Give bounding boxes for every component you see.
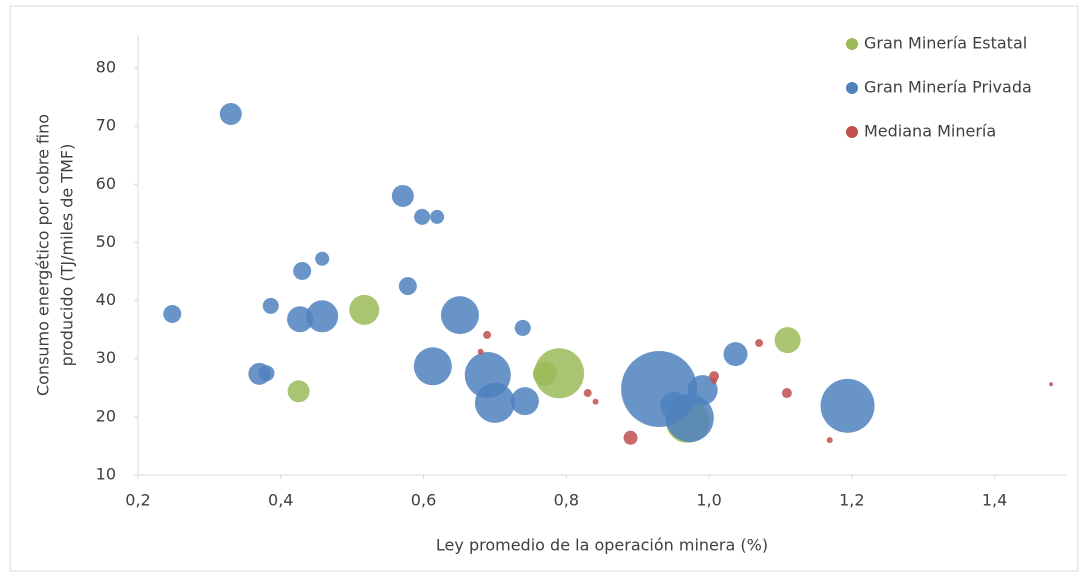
legend-marker bbox=[846, 82, 858, 94]
bubble bbox=[723, 342, 748, 367]
bubble bbox=[315, 251, 330, 266]
bubble bbox=[306, 300, 339, 333]
bubble bbox=[820, 378, 875, 433]
bubble bbox=[583, 389, 592, 398]
bubble bbox=[262, 297, 279, 314]
y-tick-label: 80 bbox=[96, 58, 116, 77]
bubble bbox=[687, 375, 718, 406]
bubble bbox=[592, 398, 599, 405]
chart-frame bbox=[9, 5, 1079, 572]
bubble bbox=[219, 102, 242, 125]
y-tick-label: 40 bbox=[96, 290, 116, 309]
legend-label: Mediana Minería bbox=[864, 122, 996, 141]
bubble bbox=[414, 208, 431, 225]
y-tick-label: 30 bbox=[96, 348, 116, 367]
bubble bbox=[391, 184, 414, 207]
bubble bbox=[711, 377, 718, 384]
y-tick-label: 50 bbox=[96, 232, 116, 251]
legend-label: Gran Minería Privada bbox=[864, 78, 1032, 97]
x-tick-label: 0,4 bbox=[268, 491, 293, 510]
bubble bbox=[781, 388, 792, 399]
bubble bbox=[623, 430, 638, 445]
y-tick-label: 60 bbox=[96, 174, 116, 193]
bubble bbox=[349, 294, 380, 325]
bubble bbox=[1049, 382, 1054, 387]
bubble bbox=[510, 387, 539, 416]
bubble bbox=[163, 304, 182, 323]
bubble bbox=[483, 330, 492, 339]
legend-marker bbox=[846, 38, 858, 50]
y-tick-label: 10 bbox=[96, 465, 116, 484]
x-tick-label: 1,0 bbox=[696, 491, 721, 510]
bubble bbox=[534, 348, 585, 399]
y-axis-title: producido (TJ/miles de TMF) bbox=[58, 144, 77, 367]
x-tick-label: 0,2 bbox=[125, 491, 150, 510]
x-tick-label: 0,8 bbox=[554, 491, 579, 510]
bubble bbox=[709, 371, 720, 382]
bubble bbox=[477, 348, 484, 355]
x-tick-label: 1,4 bbox=[982, 491, 1007, 510]
bubble bbox=[287, 380, 310, 403]
x-tick-label: 1,2 bbox=[839, 491, 864, 510]
bubble bbox=[258, 365, 275, 382]
x-tick-label: 0,6 bbox=[411, 491, 436, 510]
bubble bbox=[474, 382, 515, 423]
legend-marker bbox=[846, 126, 858, 138]
bubble bbox=[826, 437, 833, 444]
bubble bbox=[430, 209, 445, 224]
legend-label: Gran Minería Estatal bbox=[864, 34, 1027, 53]
y-tick-label: 70 bbox=[96, 116, 116, 135]
bubble bbox=[665, 394, 714, 443]
bubble bbox=[293, 261, 312, 280]
bubble bbox=[398, 277, 417, 296]
bubble bbox=[287, 306, 314, 333]
y-axis-title: Consumo energético por cobre fino bbox=[34, 114, 53, 396]
bubble bbox=[413, 347, 452, 386]
bubble bbox=[440, 296, 479, 335]
x-axis-title: Ley promedio de la operación minera (%) bbox=[436, 536, 768, 555]
bubble bbox=[774, 327, 801, 354]
y-tick-label: 20 bbox=[96, 406, 116, 425]
bubble bbox=[514, 319, 531, 336]
bubble bbox=[755, 339, 764, 348]
